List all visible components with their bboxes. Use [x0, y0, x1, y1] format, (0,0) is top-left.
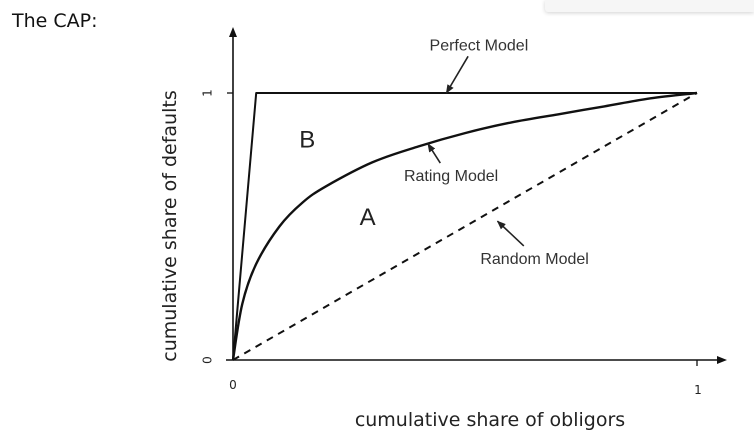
region-label-a: A: [360, 204, 376, 231]
series-rating-model: [231, 91, 698, 361]
x-axis-title: cumulative share of obligors: [355, 409, 625, 431]
y-axis-title: cumulative share of defaults: [159, 90, 181, 361]
region-label-b: B: [299, 126, 315, 153]
series-random-model: [232, 92, 698, 361]
annotation-rating-model: Rating Model: [404, 168, 498, 185]
annotation-arrow-1: [427, 142, 441, 164]
annotation-arrow-2: [496, 220, 525, 247]
annotation-arrows: [427, 55, 525, 247]
x-tick-label-0: 0: [229, 378, 237, 392]
window-corner-shadow: [545, 0, 754, 12]
annotation-random-model: Random Model: [480, 251, 589, 268]
series-layer: [231, 91, 698, 361]
y-tick-label-1: 1: [201, 89, 215, 97]
y-tick-label-0: 0: [201, 356, 215, 364]
annotation-perfect-model: Perfect Model: [430, 37, 529, 54]
annotation-arrow-0: [445, 55, 469, 94]
page-heading: The CAP:: [12, 10, 98, 32]
series-perfect-model: [232, 92, 697, 361]
x-tick-label-1: 1: [694, 383, 702, 397]
